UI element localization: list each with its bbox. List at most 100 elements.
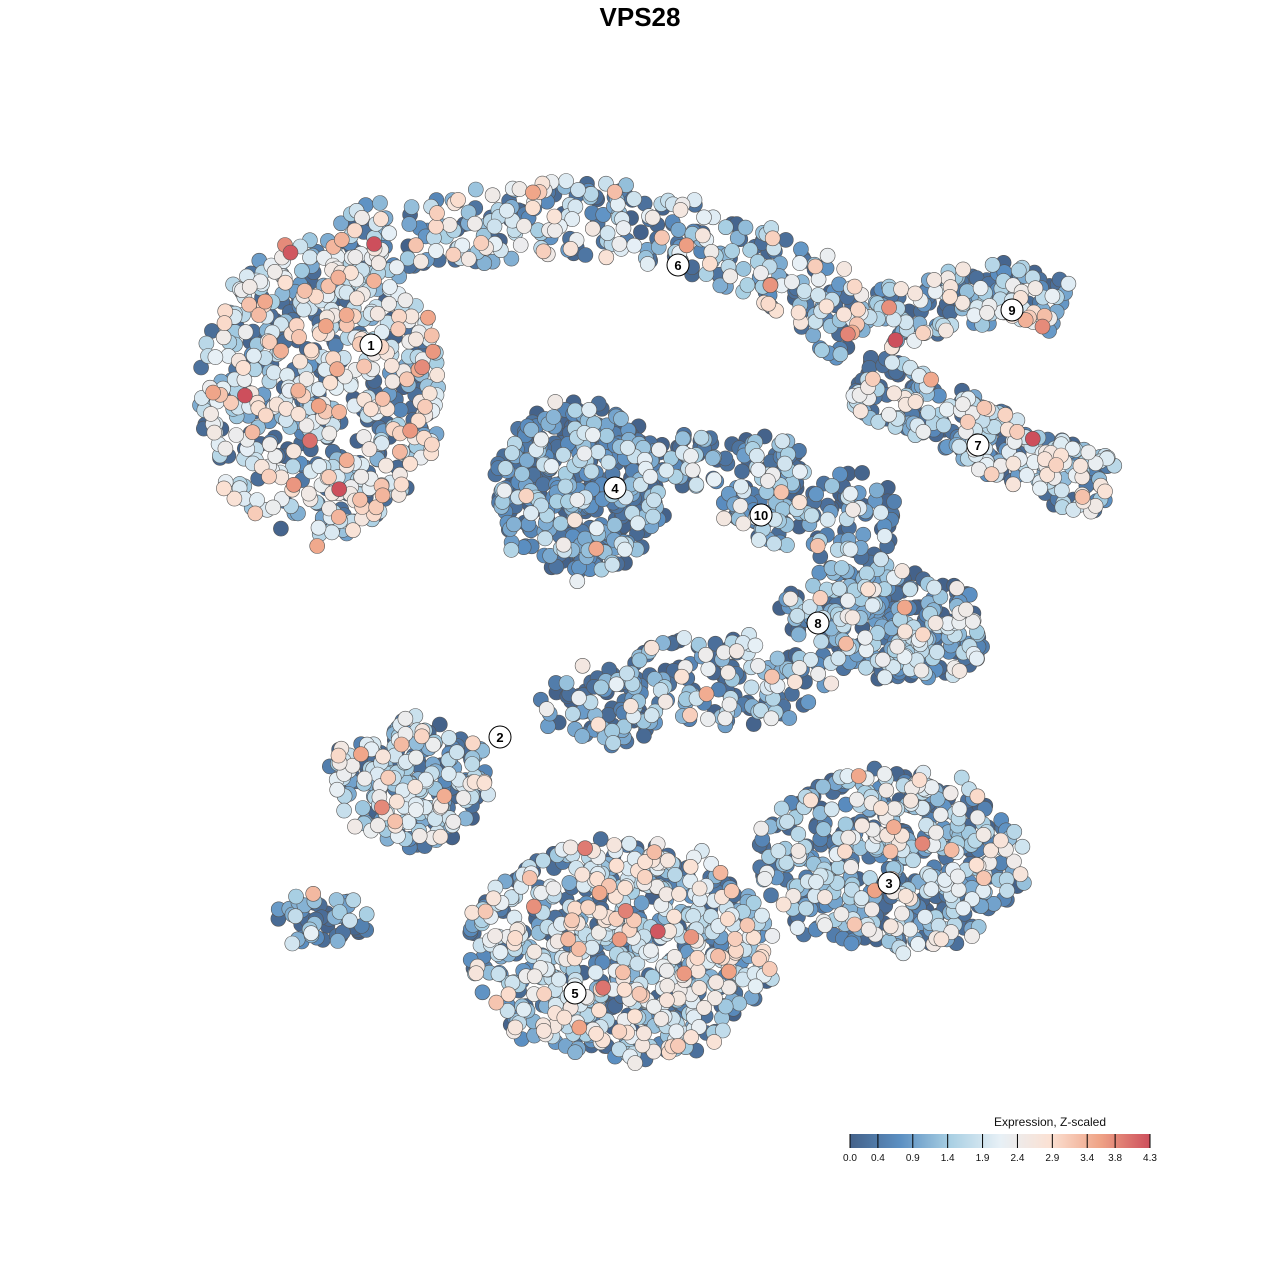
- cell-point: [668, 1023, 685, 1040]
- cell-point: [503, 542, 520, 558]
- cell-point: [666, 949, 683, 965]
- cell-point: [535, 1023, 552, 1039]
- cell-point: [616, 541, 633, 558]
- cell-point: [712, 277, 729, 294]
- cell-point: [817, 889, 833, 906]
- cell-point: [562, 241, 579, 257]
- cell-point: [708, 974, 724, 991]
- cell-point: [853, 890, 870, 907]
- cell-point: [907, 394, 924, 410]
- cell-point: [257, 293, 273, 310]
- cell-point: [750, 658, 766, 674]
- cell-point: [784, 274, 800, 290]
- cell-point: [926, 579, 943, 596]
- cell-point: [968, 857, 985, 873]
- cell-point: [658, 462, 675, 479]
- cell-point: [425, 343, 441, 360]
- cell-point: [464, 735, 481, 752]
- cell-point: [651, 441, 667, 458]
- cell-point: [215, 329, 232, 346]
- cell-point: [284, 935, 301, 952]
- cell-point: [574, 657, 591, 674]
- cell-point: [346, 222, 363, 239]
- cell-point: [560, 931, 577, 948]
- cell-point: [595, 207, 612, 223]
- cell-point: [975, 870, 992, 887]
- cell-point: [857, 629, 873, 646]
- cell-point: [546, 208, 563, 225]
- cell-point: [702, 255, 718, 272]
- cell-point: [700, 661, 717, 677]
- cell-point: [296, 283, 313, 299]
- points-layer: [192, 173, 1123, 1071]
- cell-point: [631, 652, 648, 669]
- cell-point: [942, 785, 959, 802]
- cell-point: [873, 800, 889, 817]
- cluster-label: 7: [974, 438, 981, 453]
- cell-point: [521, 870, 538, 886]
- cell-point: [591, 1002, 607, 1019]
- cell-point: [929, 644, 945, 660]
- cell-point: [955, 900, 972, 917]
- cell-point: [697, 646, 714, 663]
- cell-point: [561, 875, 578, 891]
- cell-point: [642, 942, 659, 959]
- cell-point: [782, 590, 799, 607]
- cell-point: [247, 505, 264, 522]
- cell-point: [1074, 489, 1091, 505]
- cell-point: [779, 813, 795, 830]
- cell-point: [723, 883, 740, 899]
- cell-point: [670, 222, 687, 238]
- cell-point: [864, 597, 881, 614]
- cell-point: [766, 535, 782, 552]
- cell-point: [886, 385, 902, 402]
- cell-point: [476, 775, 493, 791]
- cell-point: [691, 880, 708, 897]
- legend-tick-label: 2.9: [1045, 1153, 1059, 1164]
- cell-point: [676, 965, 693, 982]
- cell-point: [913, 662, 930, 679]
- cell-point: [671, 886, 687, 902]
- cell-point: [645, 508, 661, 525]
- cell-point: [581, 401, 598, 418]
- cell-point: [972, 280, 989, 296]
- cell-point: [897, 623, 913, 640]
- cell-point: [792, 463, 808, 480]
- cell-point: [724, 243, 740, 259]
- cell-point: [273, 520, 289, 537]
- cell-point: [352, 491, 368, 508]
- cell-point: [228, 427, 244, 443]
- cell-point: [408, 237, 424, 253]
- cell-point: [789, 919, 806, 936]
- cell-point: [249, 492, 265, 508]
- cell-point: [432, 828, 449, 845]
- cell-point: [1072, 458, 1089, 474]
- cell-point: [545, 880, 562, 897]
- cell-point: [833, 560, 850, 576]
- cell-point: [854, 817, 870, 834]
- cell-point: [689, 950, 706, 966]
- cell-point: [524, 200, 541, 216]
- cell-point: [838, 635, 854, 652]
- cell-point: [309, 538, 326, 554]
- cell-point: [731, 995, 748, 1012]
- cell-point: [514, 466, 530, 482]
- cell-point: [659, 978, 676, 994]
- cell-point: [808, 874, 824, 890]
- cell-point: [864, 371, 881, 387]
- cell-point: [691, 980, 708, 996]
- cluster-label: 8: [814, 616, 821, 631]
- cell-point: [537, 530, 553, 547]
- cell-point: [577, 247, 594, 263]
- cell-point: [706, 1034, 723, 1050]
- cell-point: [615, 964, 631, 981]
- cell-point: [770, 843, 787, 859]
- cell-point: [658, 962, 675, 979]
- cell-point: [441, 730, 457, 746]
- cell-point: [803, 507, 820, 524]
- cell-point: [955, 261, 971, 278]
- cell-point: [499, 202, 515, 219]
- cell-point: [408, 749, 424, 766]
- cell-point: [914, 835, 931, 852]
- cell-point: [342, 912, 358, 929]
